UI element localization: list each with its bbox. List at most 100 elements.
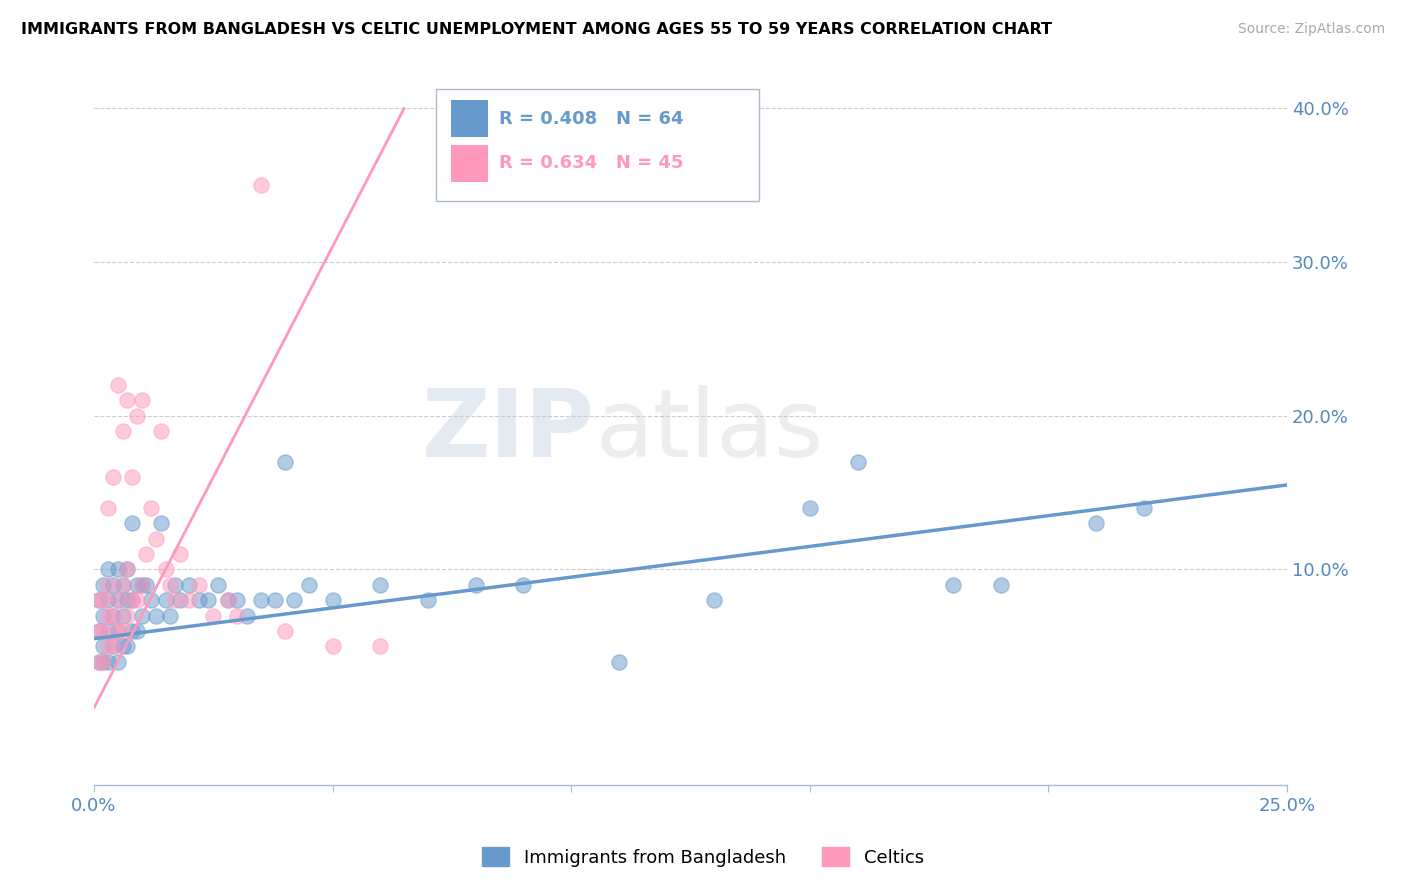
Point	[97, 624, 120, 638]
Point	[97, 578, 120, 592]
Point	[607, 655, 630, 669]
Point	[107, 593, 129, 607]
Point	[464, 578, 486, 592]
Point	[159, 578, 181, 592]
Point	[131, 578, 153, 592]
Point	[101, 608, 124, 623]
Point	[121, 624, 143, 638]
Point	[416, 593, 439, 607]
Point	[101, 640, 124, 654]
Point	[97, 655, 120, 669]
Point	[101, 640, 124, 654]
Point	[125, 593, 148, 607]
Point	[169, 593, 191, 607]
Point	[274, 624, 297, 638]
Point	[155, 593, 177, 607]
Point	[125, 624, 148, 638]
Point	[107, 562, 129, 576]
Point	[107, 655, 129, 669]
Point	[165, 578, 187, 592]
Point	[111, 424, 134, 438]
Point	[226, 593, 249, 607]
Point	[368, 578, 391, 592]
Point	[322, 640, 344, 654]
Text: R = 0.634   N = 45: R = 0.634 N = 45	[499, 154, 683, 172]
Point	[107, 624, 129, 638]
Point	[87, 593, 110, 607]
Point	[111, 578, 134, 592]
Point	[117, 562, 139, 576]
Point	[197, 593, 219, 607]
Point	[93, 655, 115, 669]
Point	[93, 640, 115, 654]
Text: Source: ZipAtlas.com: Source: ZipAtlas.com	[1237, 22, 1385, 37]
Point	[93, 624, 115, 638]
Point	[93, 593, 115, 607]
Point	[93, 578, 115, 592]
Point	[131, 578, 153, 592]
Point	[87, 624, 110, 638]
Point	[121, 593, 143, 607]
Point	[97, 500, 120, 515]
Text: IMMIGRANTS FROM BANGLADESH VS CELTIC UNEMPLOYMENT AMONG AGES 55 TO 59 YEARS CORR: IMMIGRANTS FROM BANGLADESH VS CELTIC UNE…	[21, 22, 1052, 37]
Point	[135, 547, 157, 561]
Point	[101, 470, 124, 484]
Point	[111, 578, 134, 592]
Point	[250, 178, 273, 192]
Point	[1085, 516, 1108, 531]
Point	[217, 593, 239, 607]
Point	[97, 562, 120, 576]
Point	[131, 608, 153, 623]
Point	[117, 608, 139, 623]
Text: atlas: atlas	[595, 385, 824, 477]
Point	[322, 593, 344, 607]
Point	[149, 424, 172, 438]
Point	[121, 516, 143, 531]
Point	[187, 578, 209, 592]
Point	[117, 640, 139, 654]
Point	[117, 562, 139, 576]
Point	[93, 608, 115, 623]
Point	[250, 593, 273, 607]
Point	[97, 593, 120, 607]
Point	[107, 624, 129, 638]
Point	[125, 409, 148, 423]
Point	[87, 624, 110, 638]
Point	[121, 593, 143, 607]
Point	[942, 578, 965, 592]
Text: ZIP: ZIP	[422, 385, 595, 477]
Point	[87, 593, 110, 607]
Text: R = 0.408   N = 64: R = 0.408 N = 64	[499, 110, 683, 128]
Point	[131, 393, 153, 408]
Legend: Immigrants from Bangladesh, Celtics: Immigrants from Bangladesh, Celtics	[475, 840, 931, 874]
Point	[111, 624, 134, 638]
Point	[846, 455, 869, 469]
Point	[117, 593, 139, 607]
Point	[159, 608, 181, 623]
Point	[101, 578, 124, 592]
Point	[107, 378, 129, 392]
Point	[125, 578, 148, 592]
Point	[121, 470, 143, 484]
Point	[274, 455, 297, 469]
Point	[149, 516, 172, 531]
Point	[97, 608, 120, 623]
Point	[111, 608, 134, 623]
Point	[111, 640, 134, 654]
Point	[202, 608, 225, 623]
Point	[512, 578, 534, 592]
Point	[235, 608, 257, 623]
Point	[169, 547, 191, 561]
Point	[117, 393, 139, 408]
Point	[101, 608, 124, 623]
Point	[179, 593, 201, 607]
Point	[145, 608, 167, 623]
Point	[165, 593, 187, 607]
Point	[187, 593, 209, 607]
Point	[97, 640, 120, 654]
Point	[141, 500, 163, 515]
Point	[179, 578, 201, 592]
Point	[799, 500, 821, 515]
Point	[264, 593, 287, 607]
Point	[87, 655, 110, 669]
